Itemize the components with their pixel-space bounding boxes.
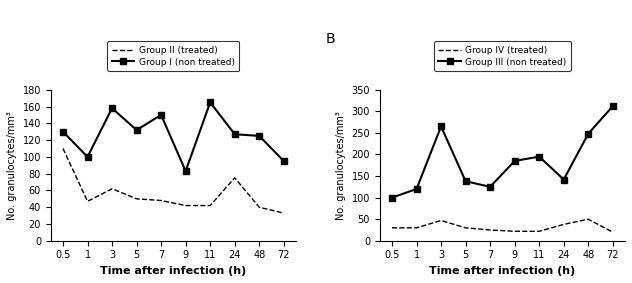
X-axis label: Time after infection (h): Time after infection (h) <box>429 266 576 276</box>
Group II (treated) <box>280 211 288 215</box>
Group III (non treated) <box>437 125 445 128</box>
Group I (non treated) <box>83 155 91 158</box>
Group III (non treated) <box>388 196 396 199</box>
Legend: Group IV (treated), Group III (non treated): Group IV (treated), Group III (non treat… <box>434 41 571 71</box>
Text: B: B <box>325 32 336 46</box>
Group I (non treated) <box>182 170 190 173</box>
Group II (treated) <box>182 204 190 207</box>
Group IV (treated) <box>535 230 543 233</box>
Group III (non treated) <box>487 185 494 188</box>
Group III (non treated) <box>585 132 592 136</box>
Y-axis label: No. granulocytes/mm³: No. granulocytes/mm³ <box>336 111 346 220</box>
Group II (treated) <box>255 205 263 209</box>
Line: Group III (non treated): Group III (non treated) <box>389 103 616 201</box>
Group I (non treated) <box>255 134 263 138</box>
Group II (treated) <box>133 197 140 201</box>
Group IV (treated) <box>462 226 470 230</box>
Group I (non treated) <box>207 101 214 104</box>
Group IV (treated) <box>437 219 445 222</box>
Group III (non treated) <box>413 187 420 191</box>
Group IV (treated) <box>388 226 396 230</box>
Group IV (treated) <box>560 223 568 226</box>
Group I (non treated) <box>108 106 116 110</box>
Group III (non treated) <box>511 159 518 163</box>
Line: Group II (treated): Group II (treated) <box>63 149 284 213</box>
Y-axis label: No. granulocytes/mm³: No. granulocytes/mm³ <box>7 111 17 220</box>
Group II (treated) <box>207 204 214 207</box>
Line: Group IV (treated): Group IV (treated) <box>392 219 613 232</box>
Legend: Group II (treated), Group I (non treated): Group II (treated), Group I (non treated… <box>107 41 240 71</box>
Group II (treated) <box>231 176 238 179</box>
Line: Group I (non treated): Group I (non treated) <box>59 99 288 175</box>
Group I (non treated) <box>231 132 238 136</box>
Group II (treated) <box>83 200 91 203</box>
Group II (treated) <box>59 147 67 150</box>
Group IV (treated) <box>413 226 420 230</box>
Group IV (treated) <box>511 230 518 233</box>
X-axis label: Time after infection (h): Time after infection (h) <box>100 266 246 276</box>
Group III (non treated) <box>462 179 470 183</box>
Group IV (treated) <box>487 228 494 232</box>
Group III (non treated) <box>560 178 568 181</box>
Group IV (treated) <box>585 218 592 221</box>
Group III (non treated) <box>535 155 543 158</box>
Group I (non treated) <box>157 113 165 117</box>
Group IV (treated) <box>609 230 617 234</box>
Group II (treated) <box>108 187 116 190</box>
Group I (non treated) <box>133 128 140 132</box>
Group I (non treated) <box>59 130 67 133</box>
Group III (non treated) <box>609 104 617 108</box>
Group II (treated) <box>157 199 165 202</box>
Group I (non treated) <box>280 159 288 163</box>
